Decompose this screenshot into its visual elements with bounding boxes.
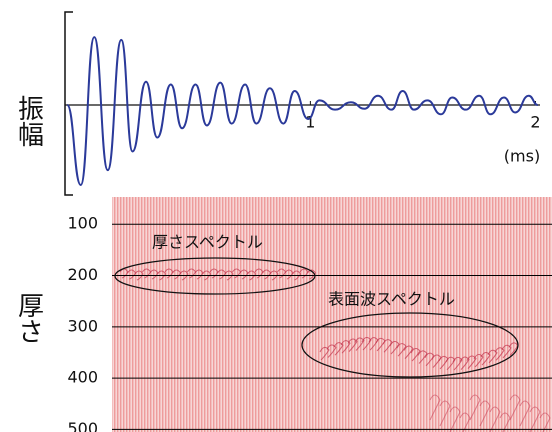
annotation: 厚さスペクトル	[152, 233, 263, 252]
y-tick-label: 100	[67, 214, 98, 233]
x-tick-label: 2	[530, 113, 540, 132]
y-axis-label: 振幅	[14, 95, 44, 147]
x-axis-label: (ms)	[504, 147, 540, 166]
y-axis-label: 厚さ	[14, 292, 44, 344]
x-tick-label: 1	[305, 113, 315, 132]
waveform	[67, 37, 537, 185]
y-tick-label: 400	[67, 368, 98, 387]
annotation: 表面波スペクトル	[328, 290, 455, 309]
axis-bracket	[65, 12, 73, 195]
y-tick-label: 500	[67, 419, 98, 432]
figure: 1 2 (ms) 振幅 100 200 300 400 500 厚さ 厚さスペクトル表面波スペクトル	[0, 0, 552, 432]
y-tick-label: 300	[67, 316, 98, 335]
y-tick-label: 200	[67, 265, 98, 284]
